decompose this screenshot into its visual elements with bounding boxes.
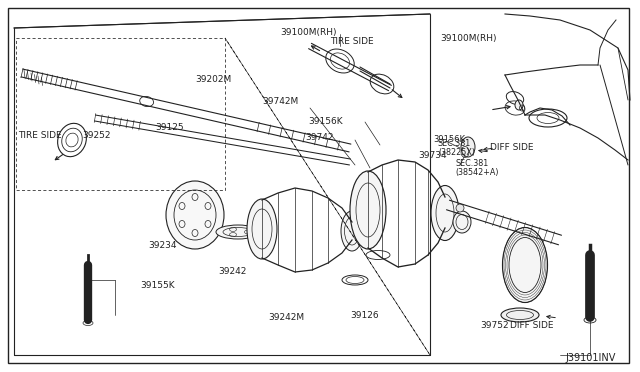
Text: 39252: 39252 <box>82 131 111 141</box>
Text: DIFF SIDE: DIFF SIDE <box>510 321 554 330</box>
Text: (38542+A): (38542+A) <box>455 167 499 176</box>
Ellipse shape <box>350 171 386 249</box>
Text: 39156K: 39156K <box>308 118 342 126</box>
Text: 39734: 39734 <box>418 151 447 160</box>
Text: SEC.381: SEC.381 <box>438 138 471 148</box>
Text: DIFF SIDE: DIFF SIDE <box>490 144 534 153</box>
Ellipse shape <box>456 204 464 212</box>
Text: J39101INV: J39101INV <box>565 353 616 363</box>
Ellipse shape <box>166 181 224 249</box>
Text: 39242: 39242 <box>218 267 246 276</box>
Ellipse shape <box>501 308 539 322</box>
Text: 39100M(RH): 39100M(RH) <box>280 28 337 36</box>
Ellipse shape <box>461 137 475 157</box>
Text: 39242M: 39242M <box>268 314 304 323</box>
Text: 39126: 39126 <box>350 311 379 321</box>
Ellipse shape <box>247 199 277 259</box>
Text: 39742: 39742 <box>305 134 333 142</box>
Text: TIRE SIDE: TIRE SIDE <box>18 131 61 141</box>
Text: 39125: 39125 <box>155 124 184 132</box>
Text: 39100M(RH): 39100M(RH) <box>440 33 497 42</box>
Text: TIRE SIDE: TIRE SIDE <box>330 38 374 46</box>
Ellipse shape <box>502 228 547 302</box>
Ellipse shape <box>515 100 523 110</box>
Text: 39742M: 39742M <box>262 97 298 106</box>
Text: SEC.381: SEC.381 <box>455 158 488 167</box>
Text: 39234: 39234 <box>148 241 177 250</box>
Text: 39202M: 39202M <box>195 76 231 84</box>
Text: 39752: 39752 <box>480 321 509 330</box>
Text: (38225X): (38225X) <box>438 148 475 157</box>
Ellipse shape <box>216 225 260 239</box>
Text: 39156K: 39156K <box>433 135 465 144</box>
Text: 39155K: 39155K <box>140 280 175 289</box>
Ellipse shape <box>453 211 471 233</box>
Ellipse shape <box>341 211 363 251</box>
Ellipse shape <box>431 186 459 241</box>
